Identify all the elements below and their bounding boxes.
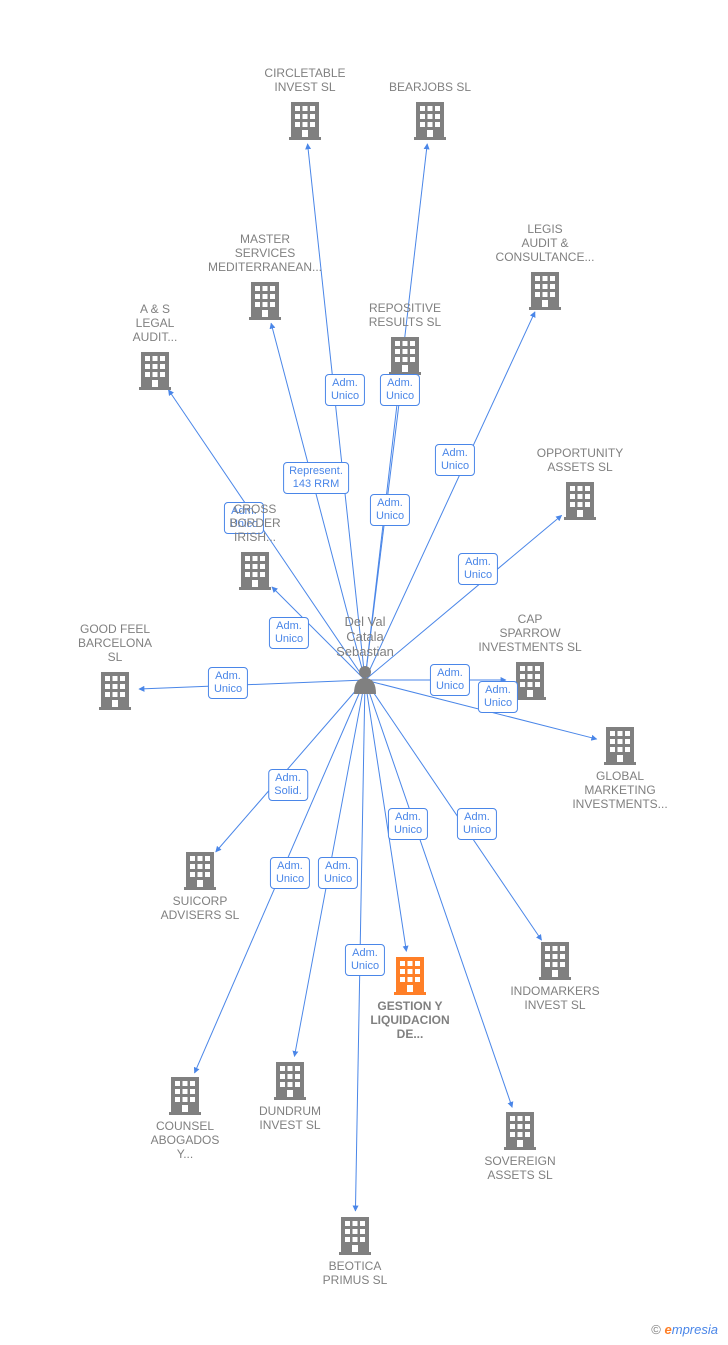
company-node-globalmkt[interactable] [604, 727, 636, 765]
edge-goodfeel [139, 680, 365, 689]
brand-rest: mpresia [672, 1322, 718, 1337]
company-node-gestion[interactable] [394, 957, 426, 995]
company-node-suicorp[interactable] [184, 852, 216, 890]
edge-suicorp [216, 680, 365, 852]
copyright-label: © empresia [651, 1322, 718, 1337]
company-node-beotica[interactable] [339, 1217, 371, 1255]
company-node-goodfeel[interactable] [99, 672, 131, 710]
company-node-opportunity[interactable] [564, 482, 596, 520]
company-node-master[interactable] [249, 282, 281, 320]
company-node-legis[interactable] [529, 272, 561, 310]
company-node-indomarkers[interactable] [539, 942, 571, 980]
edge-bearjobs [365, 144, 427, 680]
edge-indomarkers [365, 680, 542, 940]
company-node-aslegal[interactable] [139, 352, 171, 390]
company-node-sovereign[interactable] [504, 1112, 536, 1150]
company-node-bearjobs[interactable] [414, 102, 446, 140]
edge-beotica [355, 680, 365, 1211]
diagram-canvas [0, 0, 728, 1345]
company-node-circletable[interactable] [289, 102, 321, 140]
copyright-symbol: © [651, 1322, 661, 1337]
edge-dundrum [294, 680, 365, 1056]
edge-circletable [308, 144, 365, 680]
edge-sovereign [365, 680, 512, 1107]
center-person-label: Del ValCatalaSebastian [320, 614, 410, 659]
brand-first-letter: e [665, 1322, 672, 1337]
edge-counsel [195, 680, 365, 1073]
company-node-counsel[interactable] [169, 1077, 201, 1115]
company-node-repositive[interactable] [389, 337, 421, 375]
edge-gestion [365, 680, 406, 951]
company-node-capsparrow[interactable] [514, 662, 546, 700]
company-node-dundrum[interactable] [274, 1062, 306, 1100]
edge-globalmkt [365, 680, 597, 739]
company-node-crossborder[interactable] [239, 552, 271, 590]
